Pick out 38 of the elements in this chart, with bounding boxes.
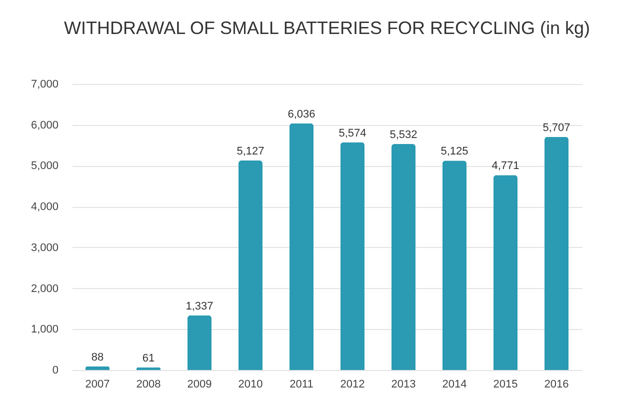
bar	[494, 175, 518, 370]
data-label: 6,036	[288, 108, 316, 120]
y-tick-label: 3,000	[30, 242, 58, 254]
x-tick-label: 2008	[136, 378, 161, 390]
chart-title: WITHDRAWAL OF SMALL BATTERIES FOR RECYCLING (in kg)	[64, 18, 590, 38]
x-tick-label: 2009	[187, 378, 212, 390]
x-tick-label: 2016	[544, 378, 569, 390]
data-label: 5,574	[338, 127, 366, 140]
data-label: 5,125	[440, 146, 468, 158]
x-tick-label: 2014	[442, 378, 467, 390]
x-tick-label: 2010	[238, 378, 263, 390]
bar	[392, 144, 416, 370]
y-tick-label: 1,000	[30, 324, 58, 336]
bar	[442, 160, 466, 370]
y-tick-label: 5,000	[30, 160, 58, 172]
bar	[340, 142, 364, 370]
x-tick-label: 2007	[85, 378, 110, 390]
y-tick-label: 0	[52, 364, 58, 376]
data-label: 4,771	[492, 160, 520, 172]
data-label: 1,337	[186, 300, 214, 312]
bar	[86, 366, 110, 370]
data-label: 5,127	[236, 146, 264, 158]
data-label: 5,707	[542, 122, 570, 134]
bar	[544, 136, 568, 370]
x-tick-label: 2015	[493, 378, 518, 390]
bar	[290, 123, 314, 370]
data-label: 61	[142, 352, 155, 365]
y-tick-label: 6,000	[30, 119, 58, 132]
x-tick-label: 2011	[290, 378, 314, 390]
y-tick-label: 4,000	[30, 201, 58, 214]
bar	[188, 315, 212, 370]
data-label: 88	[91, 351, 104, 364]
x-tick-label: 2012	[340, 378, 365, 390]
x-tick-label: 2013	[391, 378, 416, 390]
y-tick-label: 2,000	[30, 282, 58, 295]
y-tick-label: 7,000	[30, 78, 58, 90]
data-label: 5,532	[390, 128, 418, 141]
bar	[238, 160, 262, 370]
